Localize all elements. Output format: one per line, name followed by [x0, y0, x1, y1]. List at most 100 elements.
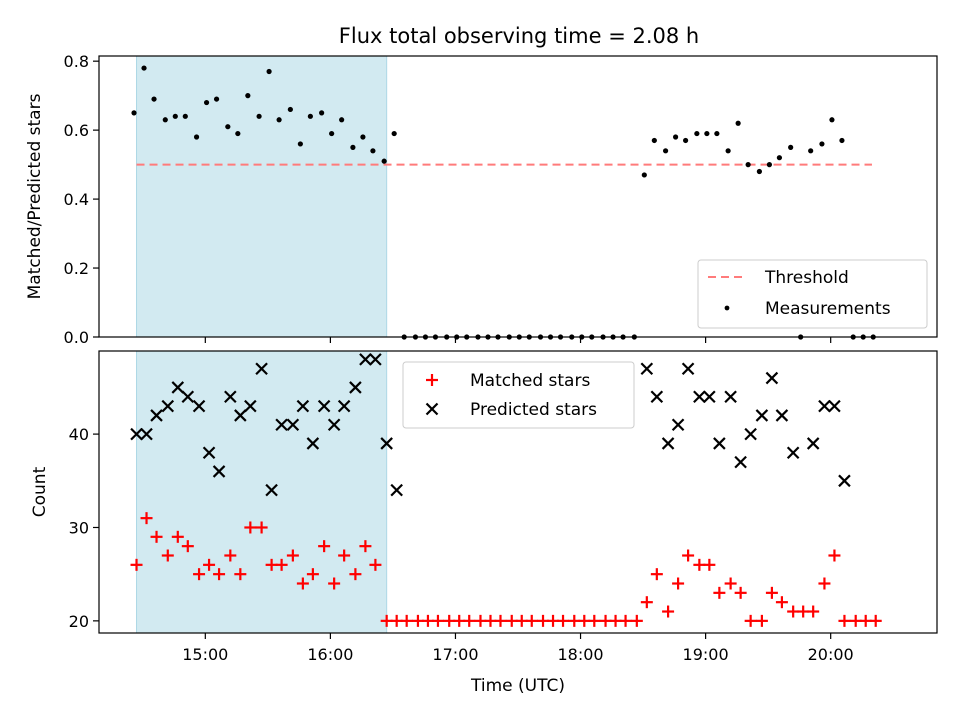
y-tick-label: 0.8 [64, 52, 89, 71]
measurement-point [131, 110, 137, 116]
matched-star-point [255, 521, 268, 534]
measurement-point [203, 99, 210, 106]
predicted-star-point [765, 371, 779, 385]
legend-matched-swatch [426, 374, 438, 386]
count-y-axis: 20 30 40 [69, 425, 99, 631]
measurement-point [651, 137, 657, 144]
matched-star-point [349, 568, 362, 581]
predicted-star-point [681, 362, 695, 376]
predicted-star-point [161, 399, 175, 413]
measurement-point [235, 130, 241, 137]
matched-star-point [306, 568, 319, 581]
matched-star-point [474, 614, 487, 627]
ratio-y-label: Matched/Predicted stars [25, 93, 45, 299]
matched-star-point [494, 614, 507, 627]
matched-star-point [484, 614, 497, 627]
predicted-star-point [337, 399, 351, 413]
measurement-point [829, 117, 835, 123]
matched-star-point [557, 614, 570, 627]
matched-star-point [568, 614, 581, 627]
matched-star-point [599, 614, 612, 627]
matched-star-point [515, 614, 528, 627]
predicted-star-point [671, 418, 685, 432]
y-tick-label: 0.6 [64, 121, 89, 140]
observing-window-shade [136, 55, 388, 338]
predicted-star-point [380, 437, 393, 450]
measurement-point [662, 148, 669, 154]
ratio-legend: Threshold Measurements [697, 259, 928, 329]
matched-star-point [328, 577, 341, 590]
predicted-star-point [724, 390, 737, 404]
measurement-point [808, 148, 814, 154]
matched-star-point [286, 549, 299, 562]
count-legend: Matched stars Predicted stars [402, 361, 635, 429]
legend-box [697, 259, 928, 329]
matched-star-point [359, 540, 372, 553]
measurement-point [225, 124, 231, 130]
legend-box [402, 361, 635, 429]
matched-star-point [775, 596, 788, 609]
predicted-star-point [224, 390, 237, 404]
matched-star-point [453, 614, 466, 627]
predicted-star-point [828, 399, 841, 413]
matched-star-point [390, 614, 403, 627]
matched-star-point [703, 558, 716, 571]
predicted-star-point [734, 455, 747, 469]
measurement-point [694, 130, 700, 137]
measurement-point [287, 106, 293, 113]
matched-star-point [140, 512, 153, 525]
y-tick-label: 0.4 [64, 190, 89, 209]
predicted-star-point [359, 353, 372, 366]
measurement-point [256, 113, 262, 119]
matched-star-point [150, 530, 163, 543]
time-x-label: Time (UTC) [470, 676, 565, 696]
x-tick-label: 17:00 [432, 645, 478, 664]
matched-star-point [588, 614, 601, 627]
predicted-star-point [181, 390, 195, 404]
matched-star-point [380, 614, 393, 627]
measurement-point [370, 148, 376, 154]
measurement-point [276, 117, 282, 123]
measurement-point [307, 113, 313, 119]
ratio-y-axis: 0.0 0.2 0.4 0.6 0.8 [64, 52, 99, 347]
predicted-star-point [286, 418, 300, 432]
matched-star-point [213, 568, 226, 581]
legend-matched-label: Matched stars [470, 371, 590, 391]
measurement-point [319, 110, 325, 116]
measurement-point [213, 96, 220, 102]
observing-window-shade [136, 350, 388, 634]
predicted-star-point [317, 399, 331, 413]
x-tick-label: 15:00 [182, 645, 228, 664]
matched-star-point [369, 558, 382, 571]
y-tick-label: 20 [69, 612, 89, 631]
matched-star-point [224, 549, 237, 562]
legend-measurement-label: Measurements [765, 299, 891, 319]
matched-star-point [650, 568, 663, 581]
predicted-star-point [369, 353, 382, 366]
matched-star-point [640, 596, 653, 609]
predicted-star-point [713, 437, 726, 450]
matched-star-point [713, 586, 726, 599]
predicted-star-point [171, 381, 185, 394]
matched-star-point [838, 614, 851, 627]
predicted-star-point [150, 409, 163, 422]
y-tick-label: 40 [69, 425, 89, 444]
predicted-star-point [755, 409, 769, 422]
matched-star-point [859, 614, 872, 627]
measurement-point [641, 172, 647, 178]
time-x-axis: 15:00 16:00 17:00 18:00 19:00 20:00 [182, 633, 854, 664]
matched-star-point [234, 568, 247, 581]
legend-predicted-swatch [425, 402, 439, 416]
predicted-star-point [650, 390, 664, 404]
matched-star-point [724, 577, 737, 590]
matched-star-point [547, 614, 560, 627]
legend-measurement-swatch [724, 305, 730, 311]
measurement-point [776, 155, 783, 161]
measurement-point [297, 141, 303, 147]
matched-star-point [630, 614, 643, 627]
measurement-point [788, 144, 794, 150]
matched-star-point [400, 614, 413, 627]
matched-star-point [275, 558, 288, 571]
predicted-star-point [661, 437, 675, 450]
